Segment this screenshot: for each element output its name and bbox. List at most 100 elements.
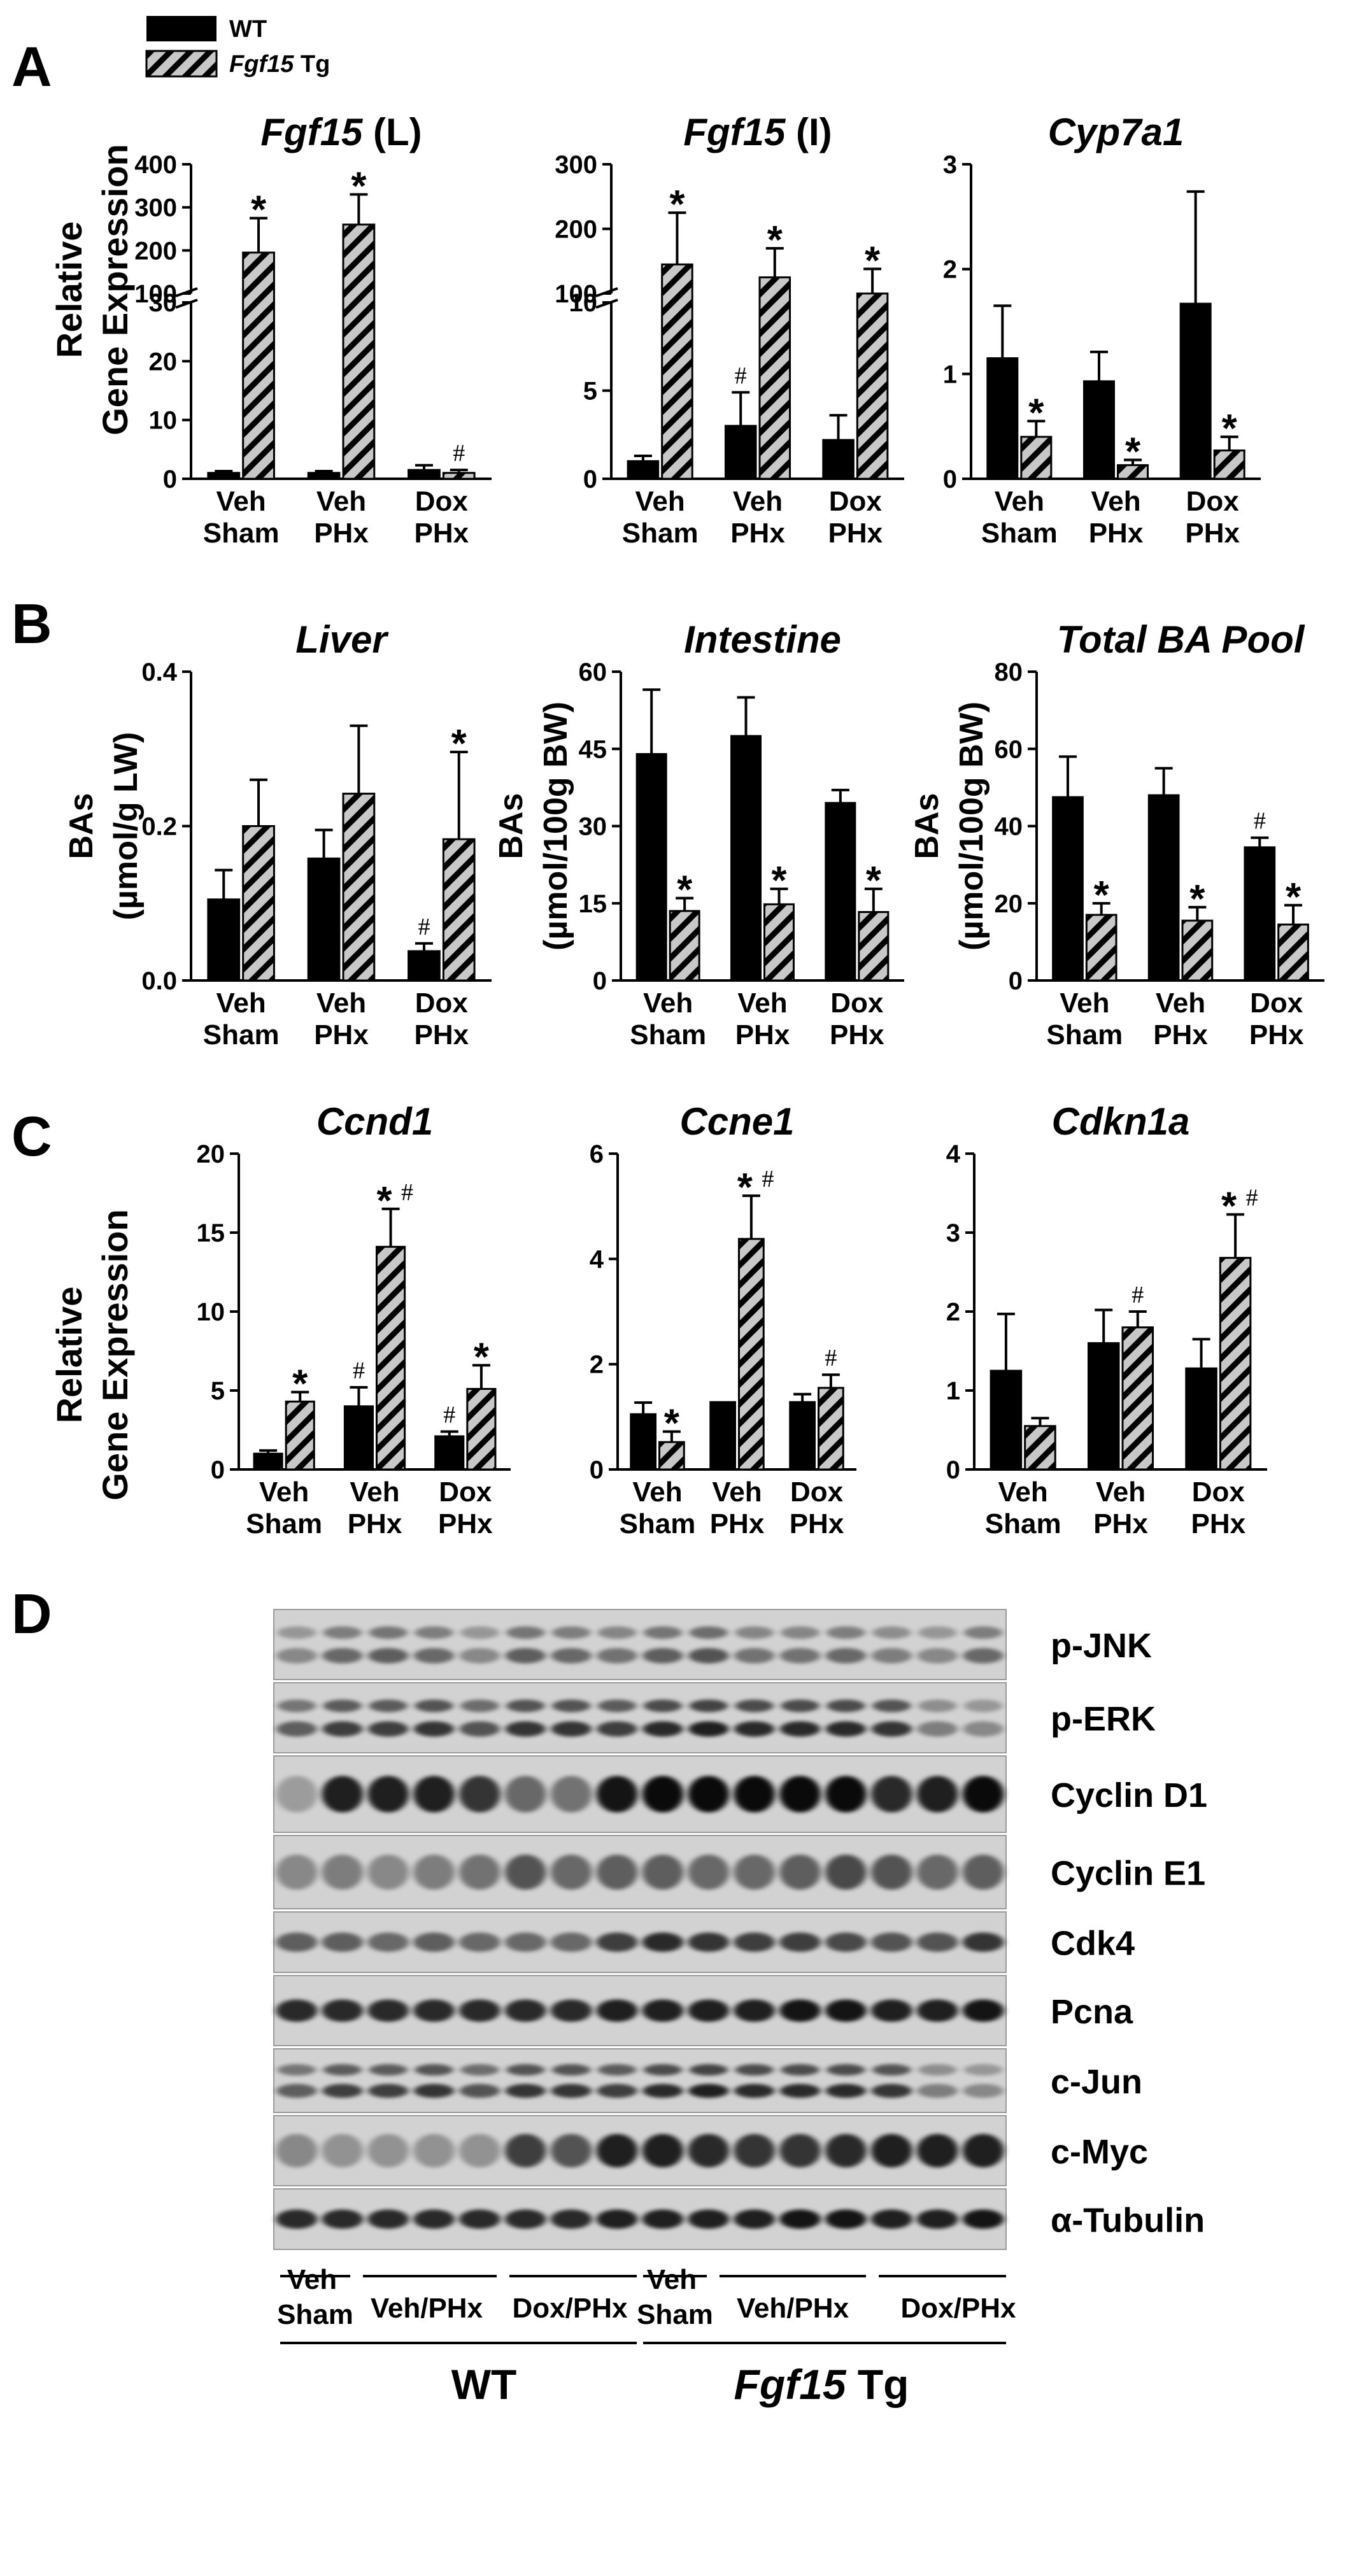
blot-band (504, 2209, 546, 2229)
bar-wt (709, 1401, 736, 1471)
blot-band (504, 1854, 546, 1890)
ylabel-a-line1: Relative (49, 222, 89, 358)
x-category-label: Sham (981, 518, 1058, 549)
x-category-label: Veh (216, 486, 266, 517)
blot-protein-label: Cdk4 (1051, 1925, 1135, 1963)
blot-band (276, 2209, 318, 2229)
blot-band (550, 2209, 592, 2229)
x-category-label: Dox (415, 486, 469, 517)
blot-band (642, 2134, 684, 2168)
bar-tg (342, 793, 376, 982)
x-category-label: Veh (1156, 987, 1205, 1019)
blot-band (552, 2064, 591, 2076)
blot-band (871, 2084, 912, 2098)
blot-band (277, 1699, 316, 1713)
blot-band (505, 1648, 546, 1664)
x-category-label: Veh (216, 987, 266, 1019)
y-tick-label: 0 (946, 1456, 960, 1484)
bar-wt (253, 1452, 283, 1471)
x-category-label: Veh (712, 1476, 762, 1508)
y-tick-label: 3 (943, 151, 957, 179)
x-category-label: PHx (1191, 1508, 1246, 1539)
significance-star: * (669, 183, 685, 227)
significance-star: * (1286, 875, 1302, 919)
x-category-label: Veh (737, 987, 787, 1019)
y-axis-label: BAs (909, 793, 946, 859)
y-tick-label: 0.2 (141, 813, 177, 841)
blot-band (597, 1626, 637, 1639)
x-category-label: PHx (415, 518, 469, 549)
bar-wt (1185, 1367, 1217, 1471)
blot-band (369, 2064, 408, 2076)
significance-hash: # (825, 1345, 837, 1371)
blot-band (779, 2084, 821, 2098)
blot-band (779, 1776, 821, 1813)
bar-wt (986, 357, 1019, 480)
blot-band (962, 2134, 1004, 2168)
blot-band (916, 1776, 958, 1813)
x-category-label: PHx (415, 1019, 469, 1051)
bar-wt (1052, 796, 1084, 982)
western-blot: p-JNK p-ERK Cyclin D1 Cyclin E1 Cdk4 Pcna c-Ju… (273, 1609, 1207, 2408)
blot-band (413, 2084, 455, 2098)
blot-band (323, 1626, 362, 1639)
blot-band (322, 1932, 364, 1952)
x-category-label: Veh (995, 486, 1044, 517)
blot-protein-label: Cyclin D1 (1051, 1776, 1207, 1815)
blot-band (550, 2134, 592, 2168)
blot-band (596, 1999, 638, 2022)
blot-band (918, 1699, 957, 1713)
x-category-label: Veh (733, 486, 783, 517)
blot-band (962, 1776, 1004, 1813)
blot-band (734, 1932, 776, 1952)
bar-wt (307, 857, 341, 982)
blot-band (460, 2064, 499, 2076)
legend-tg-label: Fgf15 Tg (229, 51, 330, 78)
blot-band (552, 1699, 591, 1713)
bar-wt (1082, 380, 1115, 480)
blot-band (504, 2134, 546, 2168)
blot-band (963, 2084, 1004, 2098)
x-category-label: Sham (620, 1508, 696, 1539)
blot-band (323, 2064, 362, 2076)
chart-title: Fgf15 (L) (260, 111, 422, 153)
y-tick-label: 30 (579, 813, 607, 841)
blot-band (963, 2064, 1003, 2076)
blot-band (506, 2064, 545, 2076)
blot-band (825, 1932, 867, 1952)
y-tick-label: 400 (134, 151, 177, 179)
significance-star: * (1125, 430, 1141, 474)
blot-protein-label: p-JNK (1051, 1627, 1152, 1665)
blot-band (825, 2084, 867, 2098)
blot-band (962, 1932, 1004, 1952)
lane-labels: Veh Sham Veh/PHx Dox/PHx Veh Sham Veh/PHx Dox/P… (277, 2264, 1016, 2408)
x-category-label: PHx (314, 1019, 369, 1051)
blot-band (505, 2084, 546, 2098)
blot-band (872, 2064, 911, 2076)
blot-band (917, 2084, 958, 2098)
blot-band (415, 2064, 453, 2076)
blot-band (276, 1854, 318, 1890)
y-tick-label: 1 (943, 360, 957, 388)
significance-star: * (1094, 874, 1110, 917)
x-category-label: Veh (1091, 486, 1140, 517)
blot-band (459, 2134, 500, 2168)
blot-band (870, 1776, 912, 1813)
bar-wt (627, 460, 660, 480)
bar-tg (1213, 449, 1245, 480)
blot-band (870, 2134, 912, 2168)
blot-band (413, 1932, 455, 1952)
blot-band (689, 1699, 728, 1713)
blot-band (872, 1626, 911, 1639)
blot-band (459, 1932, 500, 1952)
x-category-label: Veh (1096, 1476, 1146, 1508)
bar-wt (307, 472, 341, 480)
blot-band (963, 1721, 1004, 1737)
blot-band (825, 1776, 867, 1813)
bar-tg (758, 276, 791, 480)
y-tick-label: 0.0 (141, 967, 177, 995)
blot-band (368, 1648, 409, 1664)
x-category-label: Sham (203, 1019, 280, 1051)
